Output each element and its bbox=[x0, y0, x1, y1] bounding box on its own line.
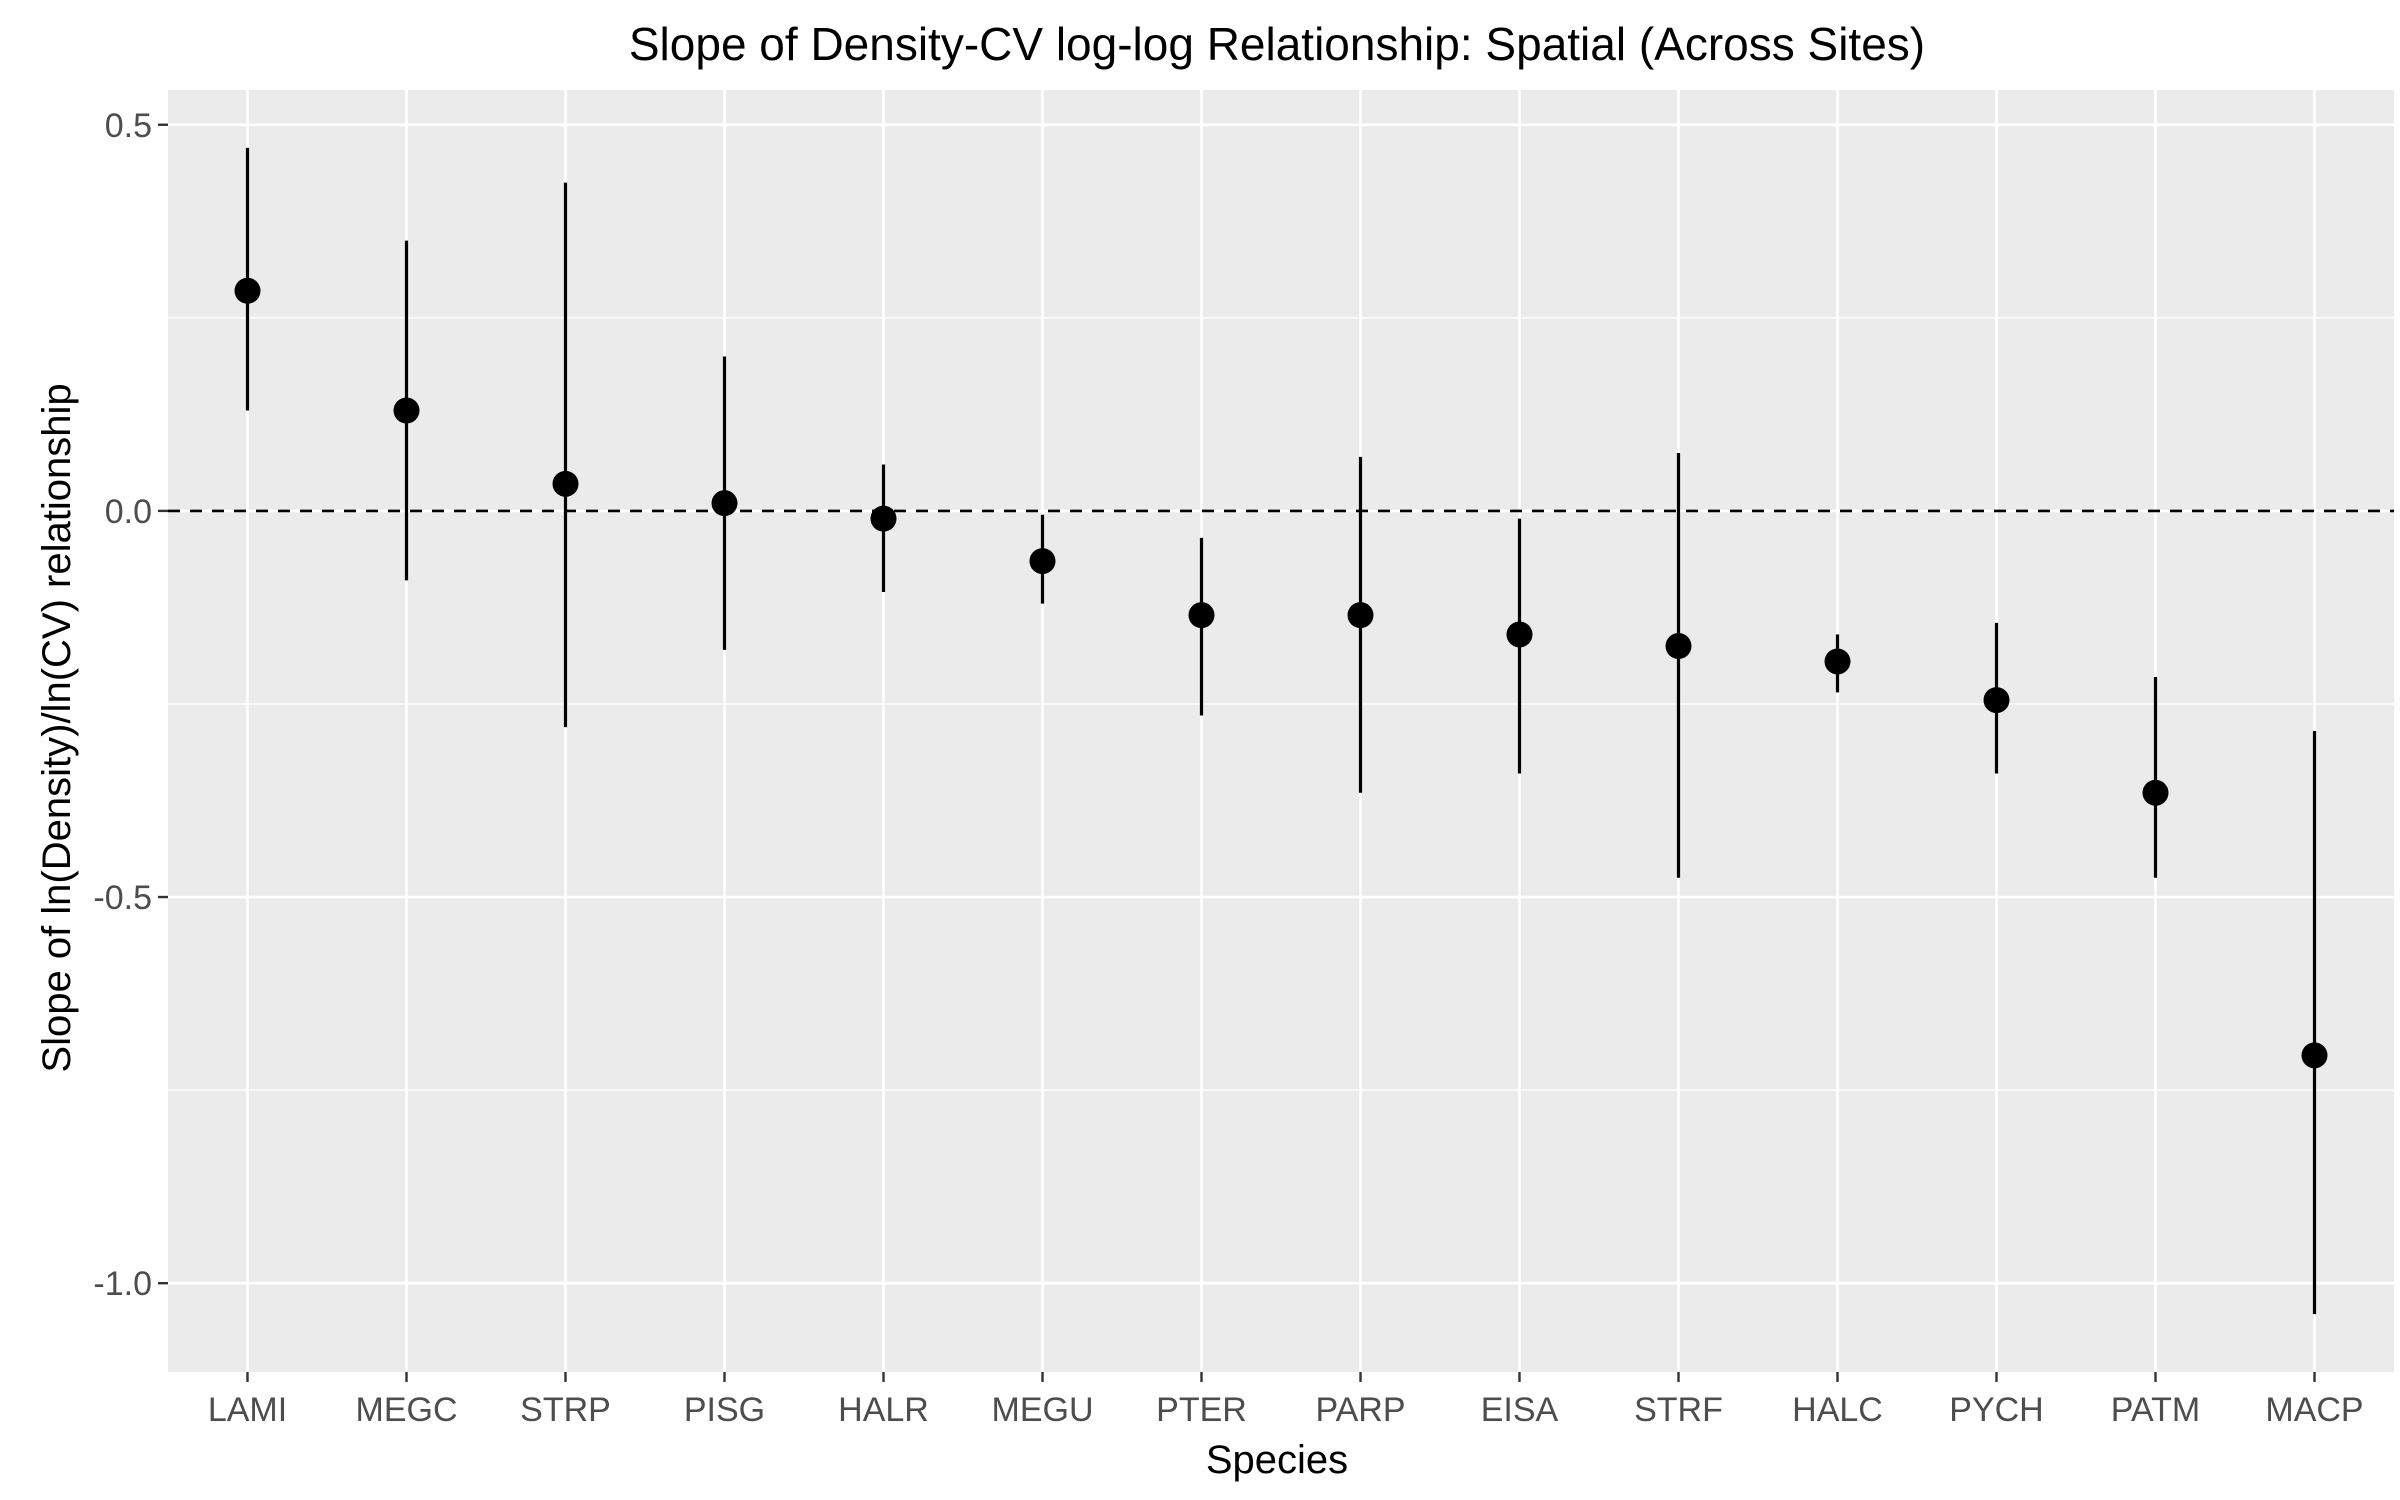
x-tick-label: HALC bbox=[1792, 1391, 1883, 1429]
y-tick-label: -0.5 bbox=[93, 879, 152, 917]
y-axis-ticks: 0.5 0.0 -0.5 -1.0 bbox=[93, 107, 168, 1303]
data-point bbox=[234, 277, 261, 304]
data-point bbox=[552, 470, 579, 497]
x-axis-ticks: LAMI MEGC STRP PISG HALR MEGU PTER PARP EISA STRF… bbox=[208, 1372, 2364, 1429]
x-tick-label: MEGU bbox=[992, 1391, 1094, 1429]
x-tick-label: MACP bbox=[2265, 1391, 2363, 1429]
data-point bbox=[1188, 602, 1215, 629]
data-point bbox=[711, 490, 738, 517]
data-point bbox=[1824, 648, 1851, 675]
x-tick-label: EISA bbox=[1481, 1391, 1559, 1429]
minor-gridlines bbox=[168, 317, 2394, 1091]
x-tick-label: PISG bbox=[684, 1391, 765, 1429]
x-tick-label: LAMI bbox=[208, 1391, 287, 1429]
x-tick-label: PATM bbox=[2111, 1391, 2200, 1429]
x-tick-label: PYCH bbox=[1949, 1391, 2043, 1429]
data-point bbox=[870, 505, 897, 532]
chart-title: Slope of Density-CV log-log Relationship… bbox=[629, 18, 1925, 70]
plot-panel bbox=[168, 90, 2394, 1372]
data-point bbox=[1665, 633, 1692, 660]
x-tick-label: HALR bbox=[838, 1391, 929, 1429]
data-point bbox=[2142, 779, 2169, 806]
data-point bbox=[393, 397, 420, 424]
x-tick-label: STRP bbox=[520, 1391, 611, 1429]
x-tick-label: STRF bbox=[1634, 1391, 1723, 1429]
data-points bbox=[234, 277, 2328, 1069]
data-point bbox=[1983, 687, 2010, 714]
x-tick-label: MEGC bbox=[356, 1391, 458, 1429]
data-point bbox=[1029, 548, 1056, 575]
x-tick-label: PTER bbox=[1156, 1391, 1247, 1429]
data-point bbox=[1506, 621, 1533, 648]
y-axis-title: Slope of ln(Density)/ln(CV) relationship bbox=[35, 383, 79, 1072]
major-gridlines bbox=[168, 90, 2394, 1372]
x-tick-label: PARP bbox=[1315, 1391, 1405, 1429]
x-axis-title: Species bbox=[1206, 1438, 1348, 1482]
y-tick-label: 0.5 bbox=[105, 107, 152, 145]
y-tick-label: -1.0 bbox=[93, 1265, 152, 1303]
data-point bbox=[1347, 602, 1374, 629]
data-point bbox=[2301, 1042, 2328, 1069]
y-tick-label: 0.0 bbox=[105, 493, 152, 531]
